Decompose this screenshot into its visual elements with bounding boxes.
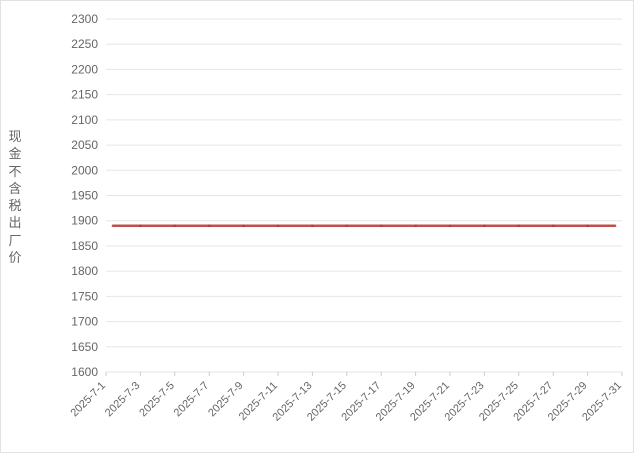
svg-text:2100: 2100 (71, 113, 98, 127)
svg-text:1650: 1650 (71, 340, 98, 354)
svg-text:2150: 2150 (71, 88, 98, 102)
svg-text:2025-7-3: 2025-7-3 (103, 380, 143, 420)
svg-text:2025-7-1: 2025-7-1 (68, 380, 108, 420)
svg-text:2200: 2200 (71, 62, 98, 76)
svg-text:2300: 2300 (71, 12, 98, 26)
svg-text:1950: 1950 (71, 189, 98, 203)
svg-text:1750: 1750 (71, 289, 98, 303)
svg-text:1700: 1700 (71, 315, 98, 329)
svg-text:1600: 1600 (71, 365, 98, 379)
svg-text:2000: 2000 (71, 163, 98, 177)
svg-text:2025-7-7: 2025-7-7 (172, 380, 212, 420)
svg-text:1850: 1850 (71, 239, 98, 253)
svg-text:1800: 1800 (71, 264, 98, 278)
svg-text:1900: 1900 (71, 214, 98, 228)
svg-text:2250: 2250 (71, 37, 98, 51)
svg-text:2025-7-5: 2025-7-5 (137, 380, 177, 420)
svg-text:2050: 2050 (71, 138, 98, 152)
